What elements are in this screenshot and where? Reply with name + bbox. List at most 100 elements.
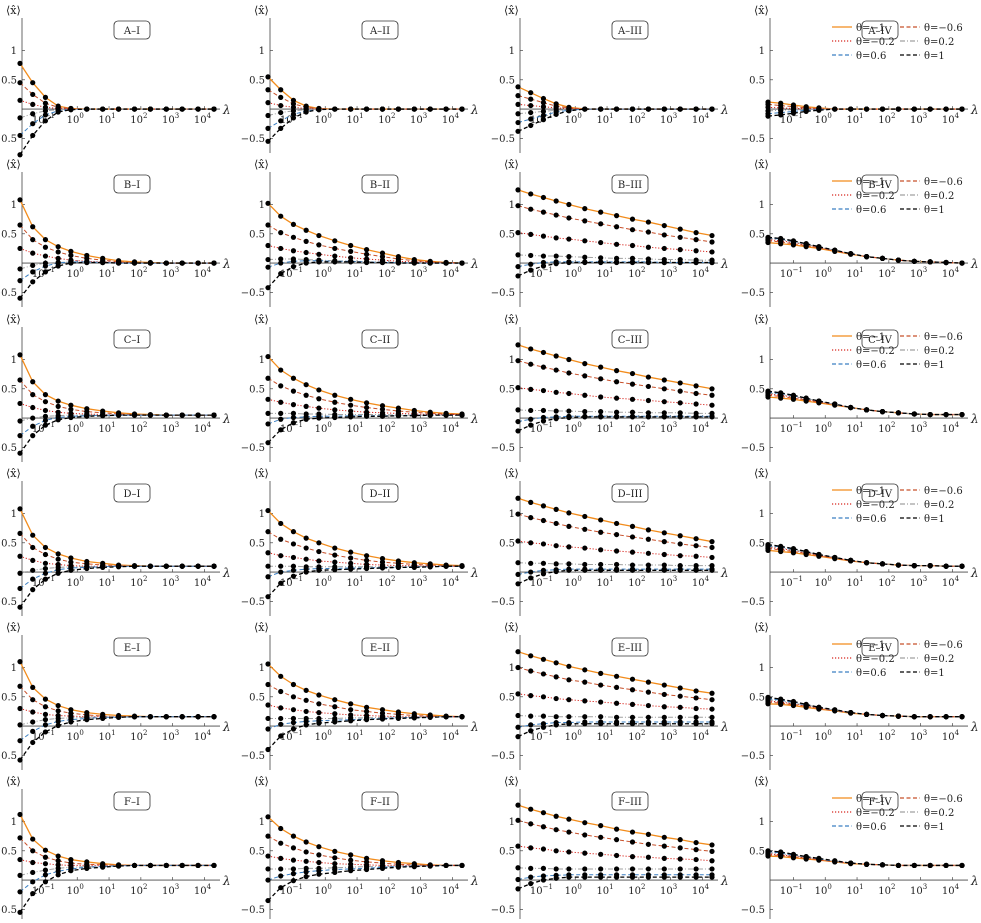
data-point bbox=[290, 845, 297, 851]
data-point bbox=[131, 106, 138, 112]
data-point bbox=[316, 387, 322, 393]
x-tick-label: 103 bbox=[660, 575, 677, 589]
data-point bbox=[265, 563, 271, 569]
data-point bbox=[598, 721, 604, 727]
x-tick-label: 104 bbox=[442, 883, 460, 897]
x-axis-label: λ bbox=[470, 874, 479, 888]
panel-F-IV: ⟨x̂⟩ λ 1 0.5 −0.5 10−1 100 101 102 103 104 F–IVθ=−1… bbox=[741, 775, 979, 923]
data-point bbox=[316, 415, 322, 421]
y-axis-label: ⟨x̂⟩ bbox=[6, 313, 21, 326]
x-tick-label: 104 bbox=[692, 421, 710, 435]
data-point bbox=[30, 697, 36, 703]
data-point bbox=[540, 810, 547, 816]
data-point bbox=[30, 250, 36, 256]
data-point bbox=[645, 562, 651, 568]
data-point bbox=[84, 717, 90, 723]
data-point bbox=[265, 877, 271, 883]
y-tick-label: 1 bbox=[509, 200, 515, 211]
y-tick-label: −0.5 bbox=[241, 597, 265, 608]
data-point bbox=[363, 259, 370, 266]
data-point bbox=[645, 721, 651, 727]
panel-tag-box bbox=[361, 791, 399, 811]
panel-tag: E–II bbox=[370, 643, 390, 654]
data-point bbox=[528, 109, 534, 116]
y-tick-label: 1 bbox=[259, 355, 265, 366]
data-point bbox=[515, 187, 521, 193]
series-line bbox=[767, 241, 963, 264]
data-point bbox=[528, 569, 534, 575]
data-point bbox=[528, 845, 534, 851]
data-point bbox=[515, 111, 521, 117]
data-point bbox=[540, 671, 547, 677]
data-point bbox=[613, 852, 620, 859]
data-point bbox=[68, 248, 74, 254]
data-point bbox=[515, 649, 521, 655]
panel-E-IV: ⟨x̂⟩ λ 1 0.5 −0.5 10−1 100 101 102 103 104 E–IVθ=−1… bbox=[741, 621, 979, 770]
x-tick-label: 102 bbox=[378, 729, 395, 743]
data-point bbox=[645, 259, 651, 266]
data-point bbox=[582, 361, 588, 367]
legend-label: θ=0.6 bbox=[856, 514, 886, 525]
data-point bbox=[55, 109, 61, 115]
data-point bbox=[17, 266, 23, 272]
data-point bbox=[709, 554, 715, 561]
data-point bbox=[278, 721, 284, 727]
data-point bbox=[348, 414, 354, 420]
y-tick-label: −0.5 bbox=[491, 134, 515, 145]
data-point bbox=[832, 247, 838, 253]
data-point bbox=[115, 260, 122, 266]
series-line bbox=[19, 414, 214, 437]
x-tick-label: 103 bbox=[910, 421, 927, 435]
data-point bbox=[553, 695, 559, 702]
data-point bbox=[515, 418, 521, 425]
panel-tag: C–IV bbox=[868, 335, 893, 346]
data-point bbox=[68, 252, 74, 259]
data-point bbox=[42, 237, 49, 243]
y-axis-label: ⟨x̂⟩ bbox=[754, 621, 769, 634]
x-tick-label: 100 bbox=[315, 112, 332, 126]
data-point bbox=[278, 118, 284, 124]
data-point bbox=[709, 874, 715, 880]
data-point bbox=[84, 106, 90, 112]
data-point bbox=[848, 404, 854, 411]
panel-tag-box bbox=[611, 174, 649, 194]
data-point bbox=[265, 853, 271, 859]
data-point bbox=[765, 234, 771, 240]
x-tick-label: 102 bbox=[378, 421, 395, 435]
data-point bbox=[395, 864, 401, 870]
data-point bbox=[629, 549, 636, 555]
y-tick-label: −0.5 bbox=[0, 597, 17, 608]
panel-tag-box bbox=[611, 483, 649, 503]
legend-label: θ=−1 bbox=[856, 640, 885, 651]
data-point bbox=[629, 866, 636, 872]
data-point bbox=[68, 414, 74, 421]
data-point bbox=[582, 238, 588, 244]
data-point bbox=[30, 423, 36, 429]
data-point bbox=[30, 111, 36, 117]
data-point bbox=[598, 255, 604, 261]
data-point bbox=[303, 873, 309, 880]
x-tick-label: 100 bbox=[565, 421, 582, 435]
x-tick-label: 101 bbox=[98, 112, 115, 126]
data-point bbox=[348, 857, 354, 863]
data-point bbox=[55, 263, 61, 269]
data-point bbox=[316, 710, 322, 716]
data-point bbox=[566, 829, 572, 835]
legend-label: θ=0.2 bbox=[924, 191, 954, 202]
panel-F-I: ⟨x̂⟩ λ 1 0.5 −0.5 10−1 100 101 102 103 104 F–I bbox=[0, 775, 231, 923]
data-point bbox=[645, 536, 651, 542]
data-point bbox=[709, 690, 715, 696]
data-point bbox=[709, 392, 715, 398]
y-tick-label: 0.5 bbox=[499, 75, 515, 86]
data-point bbox=[598, 561, 604, 568]
x-tick-label: 103 bbox=[660, 883, 677, 897]
data-point bbox=[163, 862, 169, 869]
data-point bbox=[303, 416, 309, 422]
data-point bbox=[42, 722, 49, 728]
y-tick-label: 1 bbox=[259, 200, 265, 211]
data-point bbox=[645, 841, 651, 847]
data-point bbox=[515, 538, 521, 544]
data-point bbox=[613, 213, 620, 219]
data-point bbox=[278, 580, 284, 586]
